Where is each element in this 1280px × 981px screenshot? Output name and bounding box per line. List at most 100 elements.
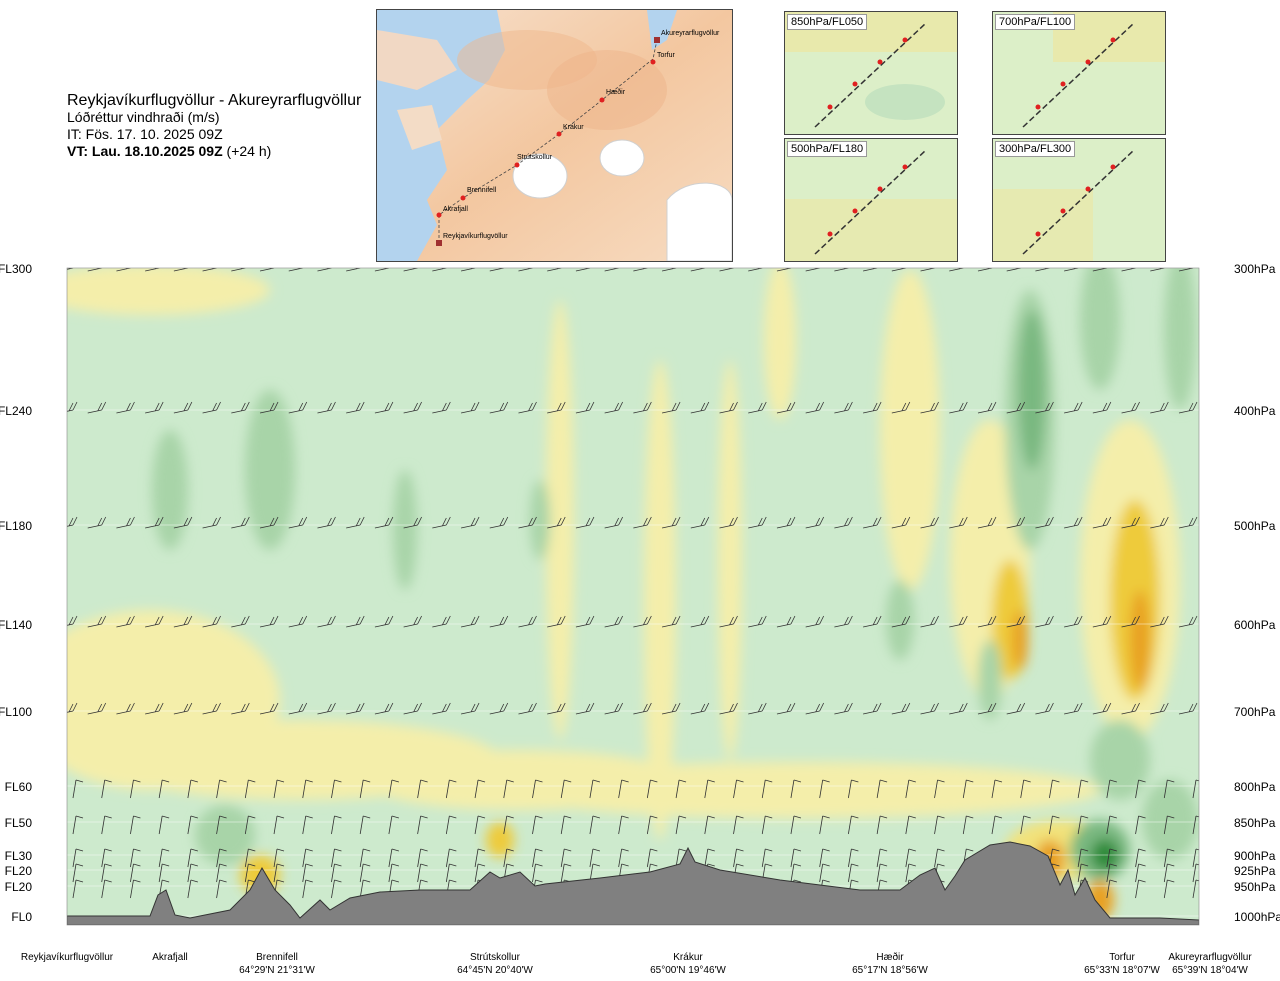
waypoint-name: Torfur <box>1109 952 1135 963</box>
wind-barb <box>819 848 830 868</box>
wind-barb <box>1006 615 1026 628</box>
waypoint-coord: 64°45'N 20°40'W <box>457 965 533 976</box>
wind-barb <box>876 815 888 835</box>
wind-barb <box>67 702 78 713</box>
wind-barb <box>1178 268 1194 272</box>
wind-barb <box>1163 879 1175 899</box>
wind-barb <box>173 702 193 715</box>
wind-barb <box>173 268 189 272</box>
wind-barb <box>460 268 476 272</box>
wind-barb <box>374 401 394 414</box>
field-cell-weak-down <box>530 480 550 560</box>
wind-barb <box>1192 863 1199 883</box>
wind-barb <box>661 702 681 715</box>
field-cell-slight-up <box>764 268 796 420</box>
wind-barb <box>87 702 107 715</box>
wind-barb <box>905 779 916 799</box>
wind-barb <box>244 815 256 835</box>
waypoint-coord: 65°33'N 18°07'W <box>1084 965 1160 976</box>
wind-barb <box>273 779 285 799</box>
wind-barb <box>489 615 509 628</box>
title-block: Reykjavíkurflugvöllur - Akureyrarflugvöl… <box>67 92 361 160</box>
wind-barb <box>72 879 84 899</box>
wind-barb <box>388 848 400 868</box>
wind-barb <box>288 268 304 272</box>
wind-barb <box>302 863 313 883</box>
wind-barb <box>891 516 911 529</box>
wind-barb <box>604 702 623 715</box>
wind-barb <box>733 848 744 868</box>
wind-barb <box>847 779 859 799</box>
wind-barb <box>589 815 601 835</box>
wind-barb <box>359 848 371 868</box>
wind-barb <box>1121 702 1140 715</box>
wind-barb <box>87 516 107 529</box>
wind-barb <box>547 615 566 628</box>
field-cell-weak-down <box>245 390 295 550</box>
wind-barb <box>1106 779 1117 799</box>
wind-barb <box>374 268 390 272</box>
wind-barb <box>962 815 974 835</box>
wind-barb <box>1121 615 1140 628</box>
inset-panel-300: 300hPa/FL300 <box>992 138 1166 262</box>
wind-barb <box>1150 702 1169 715</box>
wind-barb <box>934 815 945 835</box>
wind-barb <box>661 401 681 414</box>
wind-barb <box>920 401 939 414</box>
wind-barb <box>560 848 572 868</box>
wind-barb <box>690 615 710 628</box>
wind-barb <box>1192 779 1199 799</box>
wind-barb <box>819 779 830 799</box>
wind-barb <box>130 815 141 835</box>
field-cell-weak-down <box>152 430 188 550</box>
wind-barb <box>403 516 422 529</box>
terrain-profile <box>67 841 1199 925</box>
wind-barb <box>1178 401 1198 414</box>
wind-barb <box>748 401 767 414</box>
wind-barb <box>273 815 285 835</box>
wind-barb <box>317 615 336 628</box>
wind-barb <box>145 702 164 715</box>
wind-barb <box>863 516 882 529</box>
wind-barb <box>589 848 601 868</box>
map-label-torfur: Torfur <box>657 52 676 59</box>
wind-barb <box>1035 401 1054 414</box>
wind-barb <box>259 702 279 715</box>
wind-barb <box>145 268 160 272</box>
wind-barb <box>920 268 935 272</box>
wind-barb <box>633 516 652 529</box>
wind-barb <box>1150 615 1169 628</box>
wind-barb <box>288 516 308 529</box>
wind-barb <box>1064 702 1083 715</box>
wind-barb <box>359 815 371 835</box>
wind-barb <box>346 268 361 272</box>
hpa-label: 900hPa <box>1234 849 1276 863</box>
wind-barb <box>733 815 744 835</box>
wind-barb <box>158 779 170 799</box>
wind-barb <box>187 779 198 799</box>
wind-barb <box>231 615 250 628</box>
wind-barb <box>891 702 911 715</box>
wind-barb <box>1077 779 1089 799</box>
wind-barb <box>403 268 419 272</box>
hpa-label: 600hPa <box>1234 618 1276 632</box>
wind-barb <box>259 268 275 272</box>
wind-barb <box>790 863 802 883</box>
wind-barb <box>173 615 193 628</box>
wind-barb <box>374 702 394 715</box>
wind-barb <box>101 779 112 799</box>
wind-barb <box>445 863 457 883</box>
issue-time: IT: Fös. 17. 10. 2025 09Z <box>67 126 223 142</box>
wind-barb <box>374 516 394 529</box>
wind-barb <box>403 401 422 414</box>
wind-barb <box>432 401 451 414</box>
waypoint-name: Akureyrarflugvöllur <box>1168 952 1252 963</box>
wind-barb <box>317 516 336 529</box>
wind-barb <box>604 516 623 529</box>
wind-barb <box>317 268 332 272</box>
wind-barb <box>977 702 997 715</box>
wind-barb <box>503 815 514 835</box>
wind-barb <box>719 516 738 529</box>
wind-barb <box>834 615 853 628</box>
